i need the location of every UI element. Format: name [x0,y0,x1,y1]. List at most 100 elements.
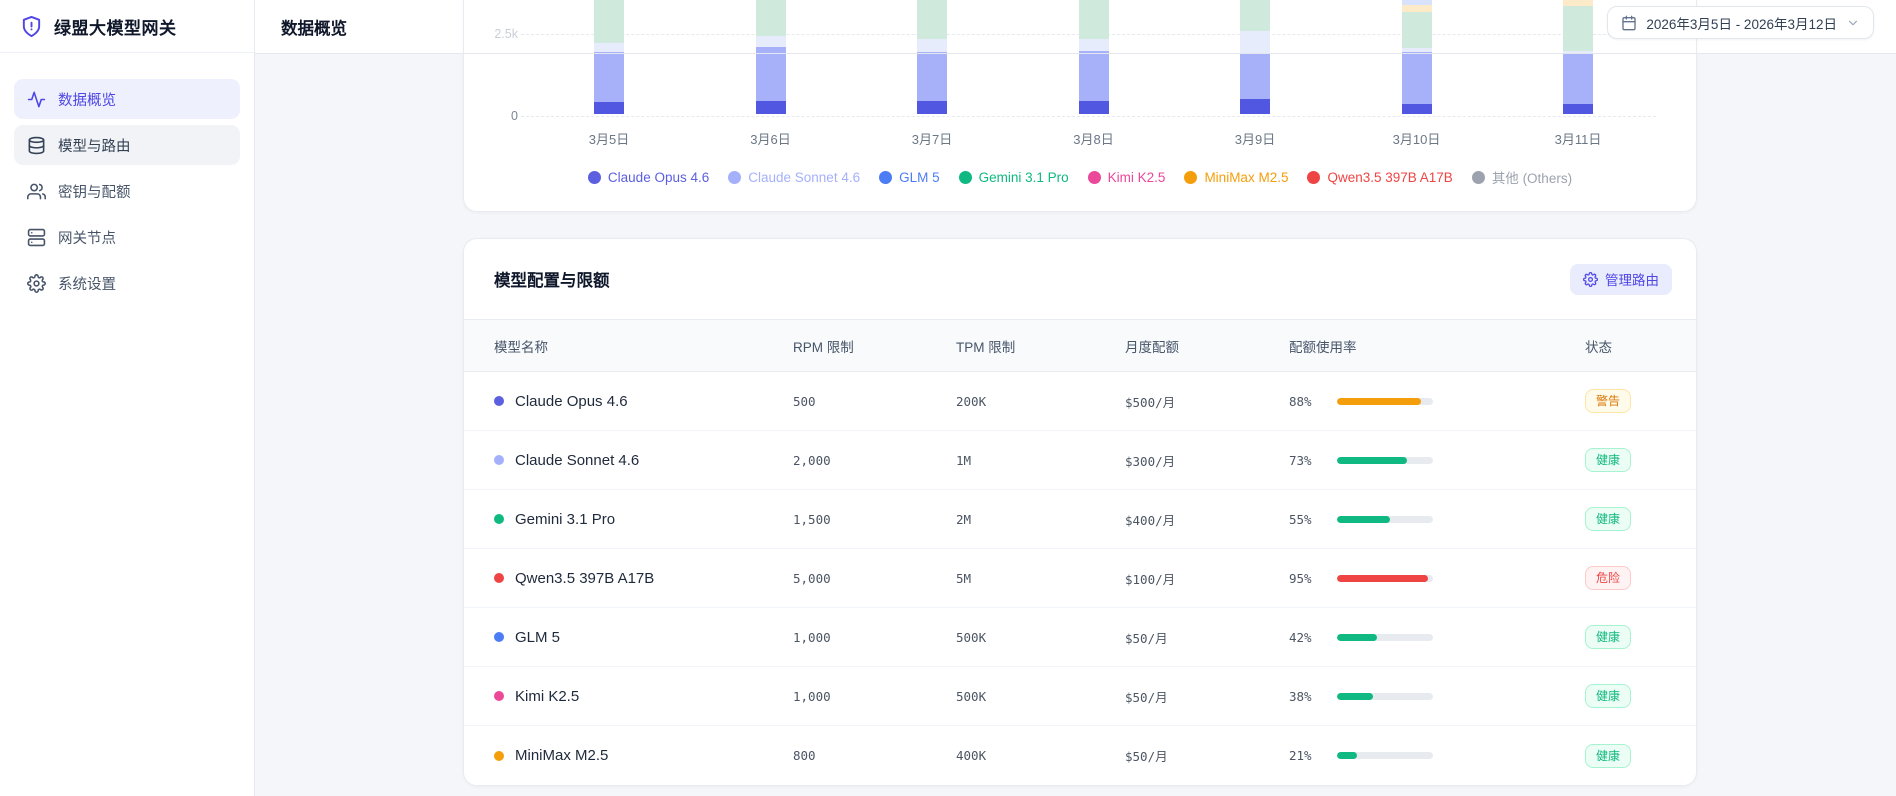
column-header-月度配额: 月度配额 [1125,339,1179,355]
column-header-RPM 限制: RPM 限制 [793,339,854,355]
rpm-limit: 5,000 [793,570,831,586]
bar-segment-sonnet [917,52,947,101]
chevron-down-icon [1848,20,1858,25]
legend-item-opus[interactable]: Claude Opus 4.6 [587,169,710,185]
bar-segment-glm [755,36,786,47]
bar-segment-sonnet [1401,52,1432,104]
sidebar-item-模型与路由[interactable]: 模型与路由 [14,125,240,165]
monthly-quota: $50/月 [1125,749,1168,764]
model-name-cell: MiniMax M2.5 [494,747,793,764]
legend-dot [1471,170,1485,184]
status-cell: 危险 [1585,566,1672,590]
legend-item-glm[interactable]: GLM 5 [879,170,940,185]
bar-segment-sonnet [1240,54,1270,99]
bar-segment-gemini [1401,12,1432,48]
tpm-limit: 500K [956,688,987,704]
usage-percent: 21% [1289,748,1312,763]
legend-dot [879,170,893,184]
gear-icon [1583,271,1598,287]
x-axis-label: 3月8日 [1073,132,1114,147]
usage-progress-bar [1337,515,1433,523]
stacked-bar-3月10日 [1401,0,1432,114]
usage-percent: 42% [1289,629,1312,645]
bar-segment-sonnet [594,52,624,102]
rpm-limit: 500 [793,393,816,409]
status-cell: 健康 [1585,507,1672,531]
tpm-limit: 200K [956,393,987,409]
model-color-dot [494,750,504,761]
model-name-cell: Kimi K2.5 [494,688,793,705]
monthly-quota: $300/月 [1125,453,1176,469]
model-name: Kimi K2.5 [515,687,580,705]
legend-item-minimax[interactable]: MiniMax M2.5 [1184,170,1288,185]
date-range-picker[interactable]: 2026年3月5日 - 2026年3月12日 [1607,6,1874,39]
legend-label: 其他 (Others) [1491,171,1573,186]
date-range-label: 2026年3月5日 - 2026年3月12日 [1646,16,1837,32]
usage-progress-bar [1337,752,1433,759]
x-axis-label: 3月6日 [750,132,791,147]
usage-progress-fill [1337,515,1390,523]
bar-segment-glm [1563,51,1593,54]
model-name: Qwen3.5 397B A17B [515,569,655,587]
rpm-limit: 1,500 [793,511,831,527]
legend-item-qwen[interactable]: Qwen3.5 397B A17B [1307,170,1453,185]
bar-segment-glm [917,39,947,52]
status-badge: 健康 [1585,684,1632,708]
shield-alert-icon [22,15,41,37]
bar-segment-opus [1563,104,1593,114]
models-card-header: 模型配置与限额 管理路由 [464,239,1696,319]
usage-cell: 21% [1289,748,1585,763]
calendar-icon [1622,15,1637,30]
bar-segment-gemini [917,0,947,39]
sidebar-item-网关节点[interactable]: 网关节点 [14,217,240,257]
bar-segment-opus [594,102,624,114]
legend-label: GLM 5 [899,169,940,185]
manage-routes-label: 管理路由 [1605,273,1659,288]
monthly-quota: $100/月 [1125,571,1176,587]
model-name: GLM 5 [515,628,561,646]
users-icon [27,183,46,199]
sidebar-item-密钥与配额[interactable]: 密钥与配额 [14,171,240,211]
tpm-limit: 5M [956,570,972,586]
monthly-quota: $500/月 [1125,394,1176,410]
model-color-dot [494,514,504,524]
status-badge: 警告 [1585,389,1632,413]
model-name-cell: Claude Sonnet 4.6 [494,452,793,469]
legend-item-sonnet[interactable]: Claude Sonnet 4.6 [728,170,860,185]
table-body: Claude Opus 4.6 500 200K $500/月 88% 警告 Claude … [464,372,1696,785]
models-quota-card: 模型配置与限额 管理路由 模型名称 RPM 限制 TPM 限制 月度配额 配额使用率 状态… [463,238,1697,786]
legend-item-others[interactable]: 其他 (Others) [1471,167,1573,187]
manage-routes-button[interactable]: 管理路由 [1570,263,1672,295]
sidebar-item-数据概览[interactable]: 数据概览 [14,79,240,119]
chart-legend: Claude Opus 4.6 Claude Sonnet 4.6 GLM 5 Gem… [464,167,1696,187]
table-row-MiniMax M2.5: MiniMax M2.5 800 400K $50/月 21% 健康 [464,726,1696,785]
legend-dot [1087,170,1101,184]
bar-segment-opus [1401,104,1432,114]
bar-segment-minimax [1563,0,1593,6]
table-row-Qwen3.5 397B A17B: Qwen3.5 397B A17B 5,000 5M $100/月 95% 危险 [464,549,1696,608]
tpm-limit: 2M [956,511,972,527]
model-color-dot [494,691,504,701]
legend-dot [587,170,601,184]
sidebar-nav: 数据概览模型与路由密钥与配额网关节点系统设置 [0,53,254,303]
usage-progress-fill [1337,692,1374,700]
legend-item-gemini[interactable]: Gemini 3.1 Pro [958,170,1069,185]
model-name-cell: Gemini 3.1 Pro [494,511,793,528]
legend-label: Claude Opus 4.6 [607,169,710,185]
rpm-limit: 1,000 [793,688,831,704]
legend-item-kimi[interactable]: Kimi K2.5 [1087,170,1165,185]
status-cell: 健康 [1585,684,1672,708]
models-card-title: 模型配置与限额 [494,272,610,290]
bar-segment-gemini [594,0,624,43]
legend-label: Claude Sonnet 4.6 [748,169,861,185]
status-badge: 健康 [1585,507,1632,531]
usage-progress-fill [1337,456,1408,464]
sidebar-item-系统设置[interactable]: 系统设置 [14,263,240,303]
usage-cell: 95% [1289,571,1585,586]
usage-cell: 38% [1289,689,1585,704]
activity-icon [27,91,46,107]
bar-segment-opus [755,101,786,114]
x-axis-label: 3月9日 [1234,132,1276,147]
stacked-bar-3月5日 [594,0,624,114]
model-name-cell: GLM 5 [494,629,793,646]
